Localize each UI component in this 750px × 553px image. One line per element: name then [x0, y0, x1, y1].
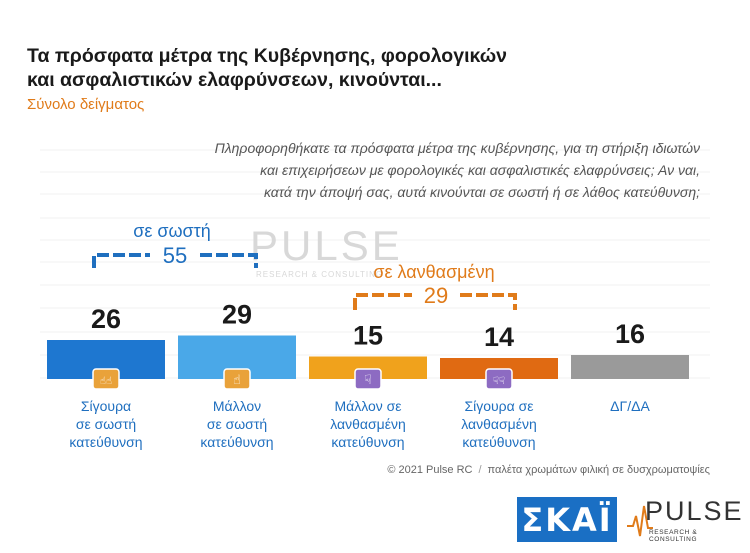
- double-thumbs-up-icon: ☝☝: [92, 368, 120, 390]
- survey-question-line2: και επιχειρήσεων με φορολογικές και ασφα…: [260, 162, 700, 178]
- pulse-logo-sub: RESEARCH & CONSULTING: [649, 529, 698, 543]
- svg-text:☝☝: ☝☝: [100, 376, 112, 387]
- watermark-word: PULSE: [250, 222, 403, 269]
- svg-text:☟: ☟: [364, 373, 372, 388]
- category-label-2-1: Μάλλον: [213, 398, 261, 414]
- wrong-group-total: 29: [424, 283, 448, 308]
- svg-text:☟☟: ☟☟: [493, 376, 505, 387]
- category-label-2-2: σε σωστή: [207, 416, 267, 432]
- bar-value-5: 16: [615, 319, 645, 349]
- category-label-4-3: κατεύθυνση: [462, 434, 535, 450]
- double-thumbs-down-icon: ☟☟: [485, 368, 513, 390]
- chart-title: Τα πρόσφατα μέτρα της Κυβέρνησης, φορολο…: [27, 44, 627, 92]
- correct-group-label: σε σωστή: [133, 221, 211, 241]
- pulse-logo: PULSE RESEARCH & CONSULTING: [627, 496, 742, 543]
- correct-group-total: 55: [163, 243, 187, 268]
- footer-palette-note: παλέτα χρωμάτων φιλική σε δυσχρωματοψίες: [487, 464, 710, 476]
- survey-question: Πληροφορηθήκατε τα πρόσφατα μέτρα της κυ…: [110, 137, 700, 203]
- pulse-logo-word: PULSE: [645, 496, 744, 526]
- chart-title-line1: Τα πρόσφατα μέτρα της Κυβέρνησης, φορολο…: [27, 45, 508, 67]
- chart-subtitle: Σύνολο δείγματος: [27, 96, 145, 113]
- thumbs-up-icon: ☝: [223, 368, 251, 390]
- chart-title-line2: και ασφαλιστικών ελαφρύνσεων, κινούνται.…: [27, 69, 442, 91]
- survey-question-line1: Πληροφορηθήκατε τα πρόσφατα μέτρα της κυ…: [214, 140, 700, 156]
- category-label-3-3: κατεύθυνση: [331, 434, 404, 450]
- category-label-1-2: σε σωστή: [76, 416, 136, 432]
- category-label-3-1: Μάλλον σε: [334, 398, 401, 414]
- category-label-1-3: κατεύθυνση: [69, 434, 142, 450]
- wrong-group-label: σε λανθασμένη: [373, 262, 494, 282]
- bar-3: [309, 356, 427, 379]
- category-label-4-1: Σίγουρα σε: [464, 398, 533, 414]
- bar-value-4: 14: [484, 322, 514, 352]
- bar-value-3: 15: [353, 321, 383, 351]
- watermark-sub: RESEARCH & CONSULTING: [256, 270, 384, 279]
- category-label-3-2: λανθασμένη: [330, 416, 406, 432]
- bar-value-1: 26: [91, 304, 121, 334]
- correct-group-bracket: σε σωστή 55: [92, 221, 258, 268]
- bar-value-2: 29: [222, 300, 252, 330]
- wrong-group-bracket: σε λανθασμένη 29: [353, 262, 517, 310]
- category-label-5-1: ΔΓ/ΔΑ: [610, 398, 650, 414]
- pulse-watermark: PULSE RESEARCH & CONSULTING: [250, 222, 403, 279]
- footer-note: © 2021 Pulse RC / παλέτα χρωμάτων φιλική σ…: [387, 464, 710, 476]
- skai-logo: ΣΚΑΪ: [517, 497, 617, 542]
- svg-text:☝: ☝: [233, 373, 241, 388]
- footer-copyright: © 2021 Pulse RC: [387, 464, 473, 476]
- pulse-wave-icon: [627, 505, 653, 537]
- category-label-1-1: Σίγουρα: [81, 398, 131, 414]
- survey-question-line3: κατά την άποψή σας, αυτά κινούνται σε σω…: [263, 184, 700, 200]
- category-label-2-3: κατεύθυνση: [200, 434, 273, 450]
- thumbs-down-icon: ☟: [354, 368, 382, 390]
- category-label-4-2: λανθασμένη: [461, 416, 537, 432]
- bar-5: [571, 355, 689, 379]
